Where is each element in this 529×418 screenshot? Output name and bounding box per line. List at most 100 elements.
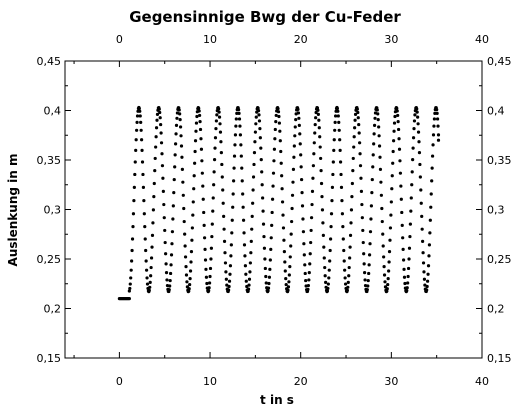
data-point [426, 279, 430, 283]
data-point [399, 197, 403, 201]
data-point [349, 221, 353, 225]
data-point [164, 252, 168, 256]
data-point [244, 279, 248, 283]
y-tick-label: 0,25 [37, 253, 62, 266]
x-tick-label-top: 0 [116, 33, 123, 46]
data-point [138, 109, 142, 113]
x-axis-label: t in s [260, 393, 294, 407]
data-point [309, 240, 313, 245]
data-point [212, 158, 217, 162]
data-point [353, 112, 358, 116]
data-point [366, 278, 370, 283]
data-point [224, 277, 228, 281]
data-point [272, 159, 276, 163]
data-point [256, 109, 261, 113]
data-point [308, 252, 312, 256]
data-point [164, 271, 169, 275]
data-point [211, 196, 215, 200]
data-point [327, 268, 331, 272]
data-point [336, 109, 340, 113]
data-point [212, 183, 216, 187]
data-point [185, 280, 189, 284]
data-point [249, 239, 253, 243]
data-point [151, 221, 155, 225]
data-point [238, 124, 242, 128]
data-point [154, 145, 158, 149]
data-point [391, 149, 395, 154]
data-point [372, 132, 376, 136]
data-point [340, 212, 344, 216]
data-point [373, 116, 377, 120]
data-point [134, 148, 138, 152]
data-point [407, 257, 411, 261]
data-point [193, 149, 197, 154]
data-point [260, 183, 264, 187]
data-point [320, 195, 324, 199]
data-point [430, 154, 435, 158]
x-tick-label: 30 [384, 375, 398, 388]
data-point [131, 225, 135, 229]
data-point [316, 108, 320, 112]
data-point [170, 230, 175, 234]
data-point [214, 127, 218, 131]
data-point [304, 278, 308, 283]
data-point [227, 288, 231, 292]
data-points [117, 105, 441, 301]
data-point [233, 133, 238, 137]
data-point [178, 125, 183, 129]
data-point [240, 179, 244, 183]
data-point [221, 201, 225, 205]
data-point [159, 131, 163, 135]
data-point [397, 147, 402, 151]
data-point [178, 117, 182, 122]
data-point [135, 120, 139, 124]
data-point [129, 268, 133, 272]
data-point [208, 266, 213, 271]
data-point [257, 119, 262, 123]
data-point [407, 246, 412, 250]
data-point [426, 264, 431, 268]
data-point [198, 127, 203, 132]
data-point [197, 109, 201, 113]
data-point [290, 206, 294, 211]
data-point [144, 259, 148, 263]
data-point [268, 267, 272, 271]
y-tick-label-right: 0,3 [487, 204, 505, 217]
data-point [282, 238, 286, 242]
data-point [334, 114, 338, 118]
data-point [214, 119, 218, 123]
data-point [145, 282, 150, 286]
x-tick-label-top: 20 [294, 33, 308, 46]
data-point [220, 162, 224, 167]
data-point [293, 134, 297, 138]
data-point [429, 192, 433, 196]
data-point [343, 282, 348, 286]
data-point [288, 265, 292, 269]
data-point [359, 176, 363, 180]
data-point [398, 159, 402, 163]
data-point [417, 151, 422, 155]
data-point [268, 258, 272, 262]
data-point [163, 228, 167, 233]
data-point [314, 110, 318, 115]
data-point [258, 127, 262, 131]
data-point [173, 165, 177, 169]
data-point [211, 209, 215, 213]
data-point [198, 120, 202, 124]
data-point [377, 125, 381, 129]
data-point [258, 136, 262, 140]
data-point [254, 115, 258, 119]
data-point [378, 155, 382, 159]
data-point [411, 158, 415, 162]
data-point [130, 237, 135, 241]
data-point [259, 158, 263, 162]
y-tick-label: 0,3 [44, 204, 62, 217]
data-point [199, 137, 203, 141]
data-point [299, 153, 303, 157]
data-point [406, 266, 411, 271]
data-point [410, 183, 414, 187]
data-point [412, 127, 416, 131]
data-point [345, 288, 349, 293]
data-point [427, 254, 431, 258]
data-point [421, 261, 426, 265]
